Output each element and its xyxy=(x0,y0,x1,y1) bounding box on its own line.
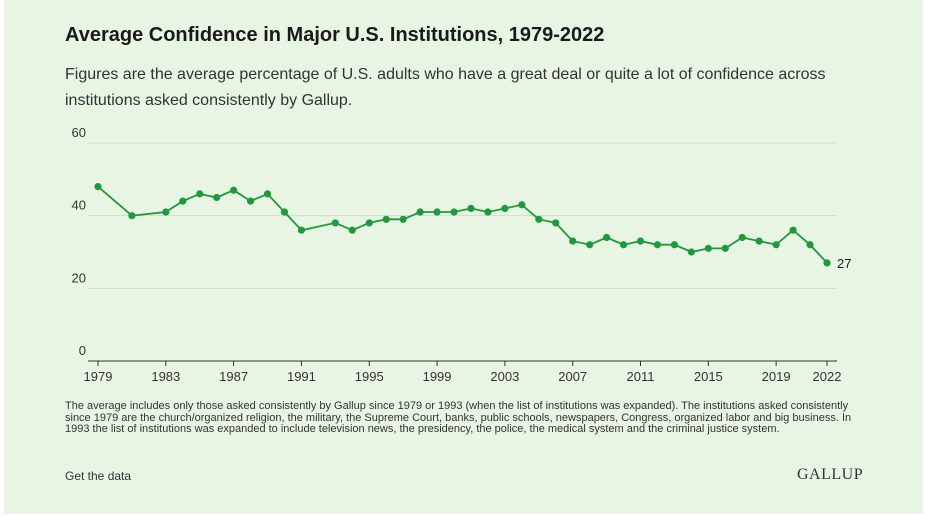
data-point-1993 xyxy=(331,219,339,227)
data-point-2017 xyxy=(738,233,746,242)
chart-subtitle: Figures are the average percentage of U.… xyxy=(65,66,826,109)
get-the-data-link[interactable]: Get the data xyxy=(65,469,132,483)
data-point-2016 xyxy=(721,244,729,252)
data-point-2003 xyxy=(501,204,509,212)
data-point-1986 xyxy=(213,193,221,202)
data-point-2012 xyxy=(653,241,662,249)
x-tick-label-1987: 1987 xyxy=(219,369,248,384)
data-points xyxy=(94,183,831,267)
data-point-2004 xyxy=(518,201,526,209)
data-point-2014 xyxy=(687,248,695,256)
x-axis-ticks: 1979 1983 1987 1991 1995 1999 2003 2007 2011 2015… xyxy=(84,361,842,384)
data-point-1983 xyxy=(162,208,170,216)
data-point-1991 xyxy=(297,226,306,234)
data-point-1981 xyxy=(128,212,136,220)
chart-title: Average Confidence in Major U.S. Institu… xyxy=(65,24,605,46)
x-tick-label-2011: 2011 xyxy=(627,369,655,384)
data-point-1999 xyxy=(433,208,441,216)
data-point-1990 xyxy=(280,208,289,216)
data-point-2008 xyxy=(586,241,594,249)
x-tick-label-1995: 1995 xyxy=(355,369,384,384)
data-point-2005 xyxy=(535,215,543,223)
data-point-1984 xyxy=(179,197,187,205)
data-point-1989 xyxy=(263,190,272,198)
chart-card: Average Confidence in Major U.S. Institu… xyxy=(4,0,923,514)
line-chart: 0 20 40 60 1979 1983 1987 1991 1995 1999 2003 2007… xyxy=(72,125,852,384)
data-point-1998 xyxy=(416,208,424,216)
data-point-2010 xyxy=(619,241,628,249)
data-point-1995 xyxy=(365,219,373,227)
data-point-2009 xyxy=(603,233,611,242)
data-point-2000 xyxy=(450,208,458,216)
x-tick-label-2019: 2019 xyxy=(762,369,791,384)
data-point-2002 xyxy=(484,208,492,216)
x-tick-label-2015: 2015 xyxy=(694,369,723,384)
data-point-1988 xyxy=(246,197,255,205)
data-point-1997 xyxy=(399,215,407,223)
gridlines xyxy=(88,142,837,289)
data-point-1985 xyxy=(196,190,204,198)
y-tick-label-40: 40 xyxy=(72,198,86,213)
data-point-2022 xyxy=(823,259,831,267)
data-point-2015 xyxy=(704,244,712,252)
x-tick-label-2022: 2022 xyxy=(813,369,842,384)
y-tick-label-0: 0 xyxy=(79,343,86,358)
data-point-2019 xyxy=(772,241,780,249)
x-tick-label-1991: 1991 xyxy=(287,369,316,384)
x-tick-label-2007: 2007 xyxy=(558,369,587,384)
x-tick-label-1979: 1979 xyxy=(84,369,113,384)
x-tick-label-1999: 1999 xyxy=(423,369,452,384)
data-point-2001 xyxy=(467,204,475,212)
end-value-label: 27 xyxy=(837,256,851,271)
data-point-1987 xyxy=(230,186,238,194)
data-point-1979 xyxy=(94,183,102,191)
data-point-2020 xyxy=(789,226,797,234)
data-point-2007 xyxy=(569,237,577,245)
data-point-2013 xyxy=(670,241,679,249)
data-point-1996 xyxy=(382,215,390,223)
data-point-1994 xyxy=(348,226,356,234)
data-point-2011 xyxy=(636,237,645,245)
x-tick-label-2003: 2003 xyxy=(490,369,519,384)
y-tick-label-60: 60 xyxy=(72,125,86,140)
y-tick-label-20: 20 xyxy=(72,270,86,285)
data-point-2006 xyxy=(552,219,560,227)
methodology-note: The average includes only those asked co… xyxy=(65,400,852,435)
series-line xyxy=(97,185,828,264)
x-tick-label-1983: 1983 xyxy=(151,369,180,384)
data-point-2021 xyxy=(806,241,814,249)
y-axis-ticks: 0 20 40 60 xyxy=(72,125,86,358)
gallup-logo: GALLUP xyxy=(797,466,864,483)
data-point-2018 xyxy=(755,237,763,245)
